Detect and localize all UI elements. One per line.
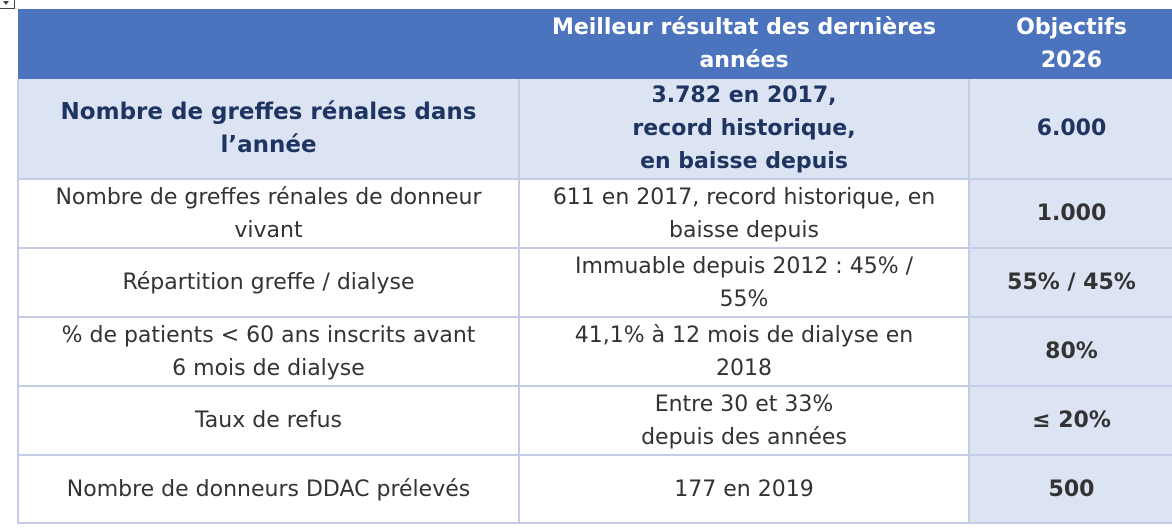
row-label: % de patients < 60 ans inscrits avant 6 …	[17, 317, 519, 387]
row-objective: 6.000	[969, 79, 1172, 180]
row-objective: 500	[969, 455, 1172, 524]
row-objective: 1.000	[969, 179, 1172, 249]
table-row: % de patients < 60 ans inscrits avant 6 …	[17, 317, 1172, 387]
table-row: Nombre de donneurs DDAC prélevés 177 en …	[17, 455, 1172, 524]
row-label: Nombre de greffes rénales de donneur viv…	[17, 179, 519, 249]
table-row: Répartition greffe / dialyse Immuable de…	[17, 248, 1172, 318]
table-row: Taux de refus Entre 30 et 33% depuis des…	[17, 386, 1172, 456]
row-best-result: Entre 30 et 33% depuis des années	[518, 386, 970, 456]
row-best-result: 177 en 2019	[518, 455, 970, 524]
row-objective: 80%	[969, 317, 1172, 387]
row-label: Nombre de donneurs DDAC prélevés	[17, 455, 519, 524]
header-cell-indicator	[18, 9, 519, 79]
header-cell-best-result: Meilleur résultat des dernières années	[519, 9, 969, 79]
kidney-transplant-objectives-table: Meilleur résultat des dernières années O…	[17, 9, 1172, 524]
table-anchor-icon[interactable]	[0, 0, 15, 9]
row-objective: 55% / 45%	[969, 248, 1172, 318]
row-objective: ≤ 20%	[969, 386, 1172, 456]
header-row: Meilleur résultat des dernières années O…	[18, 9, 1172, 79]
row-best-result: Immuable depuis 2012 : 45% / 55%	[518, 248, 970, 318]
row-label: Répartition greffe / dialyse	[17, 248, 519, 318]
row-best-result: 611 en 2017, record historique, en baiss…	[518, 179, 970, 249]
row-label: Nombre de greffes rénales dans l’année	[17, 79, 519, 180]
row-label: Taux de refus	[17, 386, 519, 456]
table-row: Nombre de greffes rénales dans l’année 3…	[17, 79, 1172, 180]
row-best-result: 41,1% à 12 mois de dialyse en 2018	[518, 317, 970, 387]
header-cell-objectives-2026: Objectifs 2026	[969, 9, 1172, 79]
table-row: Nombre de greffes rénales de donneur viv…	[17, 179, 1172, 249]
row-best-result: 3.782 en 2017, record historique, en bai…	[518, 79, 970, 180]
